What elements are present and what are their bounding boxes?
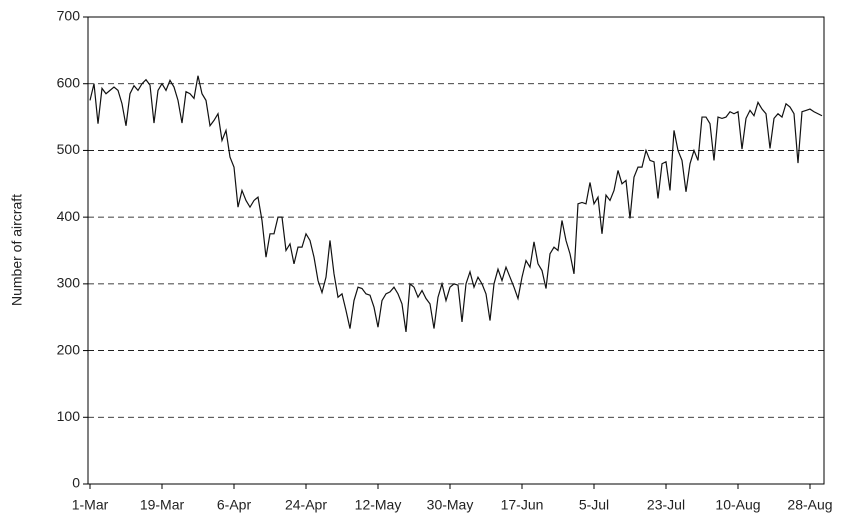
y-tick-label: 0	[72, 475, 80, 491]
y-axis-label: Number of aircraft	[9, 194, 25, 306]
y-tick-label: 500	[57, 141, 81, 157]
x-tick-label: 10-Aug	[715, 497, 760, 513]
x-tick-label: 5-Jul	[579, 497, 609, 513]
y-tick-label: 100	[57, 408, 81, 424]
data-line	[89, 75, 823, 332]
x-tick-label: 6-Apr	[217, 497, 252, 513]
x-tick-label: 28-Aug	[787, 497, 832, 513]
x-tick-label: 23-Jul	[647, 497, 685, 513]
y-tick-label: 700	[57, 8, 81, 24]
y-tick-label: 200	[57, 341, 81, 357]
x-tick-label: 17-Jun	[501, 497, 544, 513]
plot-frame	[87, 16, 825, 485]
y-tick-label: 300	[57, 275, 81, 291]
x-tick-label: 30-May	[427, 497, 474, 513]
x-tick-label: 24-Apr	[285, 497, 327, 513]
x-tick-label: 19-Mar	[140, 497, 185, 513]
y-tick-label: 600	[57, 74, 81, 90]
x-tick-label: 1-Mar	[72, 497, 109, 513]
y-tick-label: 400	[57, 208, 81, 224]
x-tick-label: 12-May	[355, 497, 402, 513]
